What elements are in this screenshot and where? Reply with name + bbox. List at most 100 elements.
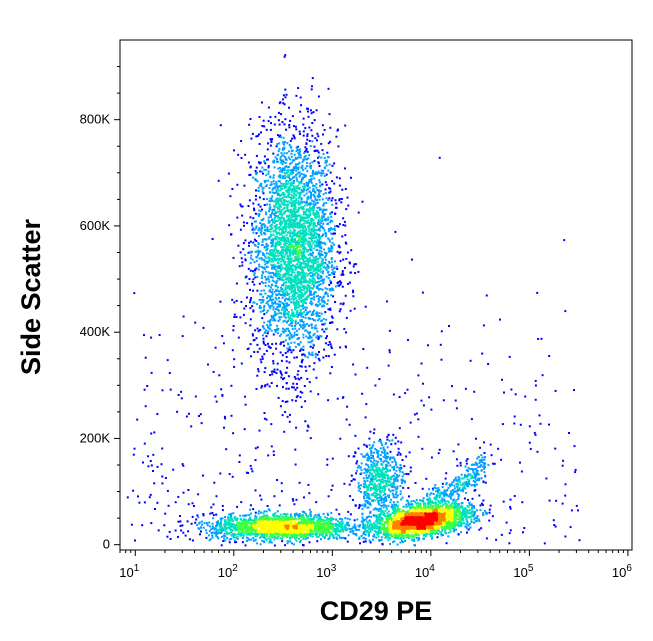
scatter-point [361,507,364,510]
scatter-point [310,129,313,132]
scatter-point [316,313,319,316]
scatter-point [393,507,396,509]
scatter-point [289,276,292,279]
scatter-point [297,163,300,166]
scatter-point [237,153,240,156]
scatter-point [280,341,283,344]
scatter-point [294,514,297,517]
scatter-point [231,349,234,352]
scatter-point [311,339,314,342]
scatter-point [469,516,472,518]
scatter-point [313,362,316,365]
scatter-point [391,492,394,495]
scatter-point [322,153,325,155]
scatter-point [291,322,293,324]
scatter-point [266,514,269,517]
scatter-point [301,305,304,308]
scatter-point [269,327,271,330]
scatter-point [281,306,284,309]
scatter-point [302,276,305,279]
scatter-point [268,229,271,232]
scatter-point [375,508,378,511]
scatter-point [167,504,170,507]
scatter-point [275,189,278,192]
scatter-point [277,167,280,170]
scatter-point [378,440,381,442]
scatter-point [369,511,372,514]
scatter-point [147,455,150,458]
scatter-point [270,214,273,217]
scatter-point [372,461,375,464]
scatter-point [483,471,486,474]
scatter-point [312,172,315,175]
scatter-point [269,233,272,236]
scatter-point [309,203,312,205]
scatter-point [312,225,315,228]
scatter-point [301,228,304,231]
scatter-point [260,229,263,232]
scatter-point [380,496,383,499]
scatter-point [255,337,258,340]
scatter-point [312,208,315,211]
scatter-point [428,498,431,501]
scatter-point [310,238,313,241]
scatter-point [309,237,312,240]
scatter-point [380,442,383,445]
scatter-point [296,292,298,295]
scatter-point [370,475,373,478]
scatter-point [311,326,314,329]
scatter-point [300,219,303,221]
scatter-point [438,448,441,451]
scatter-point [275,293,278,296]
scatter-point [230,515,232,518]
scatter-point [384,454,387,457]
scatter-point [449,530,452,533]
scatter-point [309,206,311,209]
scatter-point [363,536,366,539]
scatter-point [299,300,302,302]
scatter-point [274,266,276,269]
scatter-point [275,241,278,244]
scatter-point [338,536,341,539]
scatter-point [305,202,308,204]
scatter-point [270,225,272,228]
scatter-point [232,536,235,539]
scatter-point [437,501,440,504]
scatter-point [479,504,482,507]
scatter-point [277,270,280,273]
scatter-point [290,155,293,158]
scatter-point [269,116,272,119]
scatter-point [298,191,301,194]
scatter-point [196,514,199,517]
scatter-point [295,199,298,202]
scatter-point [275,198,278,201]
scatter-point [300,301,303,304]
scatter-point [570,509,573,512]
scatter-point [299,311,302,314]
scatter-point [468,501,471,504]
scatter-point [271,279,274,282]
scatter-point [334,523,337,526]
scatter-point [252,278,255,281]
scatter-point [283,103,286,106]
scatter-point [299,540,301,543]
scatter-point [268,321,271,324]
scatter-point [316,239,319,242]
scatter-point [454,500,457,503]
scatter-point [333,267,336,270]
scatter-point [336,537,339,540]
scatter-point [312,203,315,206]
scatter-point [276,362,279,365]
scatter-point [286,292,289,295]
scatter-point [282,327,284,330]
scatter-point [306,264,309,267]
scatter-point [325,337,328,340]
scatter-point [320,250,323,253]
scatter-point [312,283,315,286]
scatter-point [430,408,433,411]
scatter-point [347,521,350,524]
scatter-point [302,235,305,238]
scatter-point [374,464,377,467]
scatter-point [323,209,326,211]
scatter-point [394,230,397,233]
